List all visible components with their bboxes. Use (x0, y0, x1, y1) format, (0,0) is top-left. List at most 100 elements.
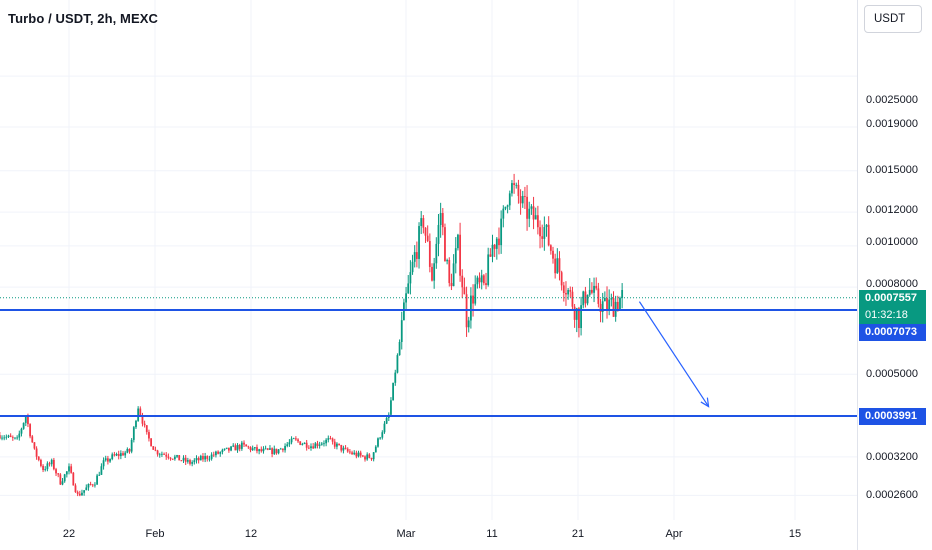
candle-body (234, 445, 237, 451)
candle-body (431, 266, 433, 281)
candle-body (11, 436, 14, 438)
candle-body (5, 436, 8, 438)
candle-body (219, 452, 222, 454)
candle-body (461, 275, 464, 288)
price-tick: 0.0012000 (866, 204, 918, 216)
candle-body (115, 453, 118, 456)
candle-body (240, 442, 243, 449)
candle-body (260, 449, 263, 452)
candle-body (426, 235, 429, 242)
candle-body (351, 452, 353, 455)
candle-body (478, 277, 481, 283)
candle-body (338, 443, 340, 445)
candle-body (264, 448, 267, 450)
candle-body (52, 459, 55, 470)
candle-body (197, 458, 200, 461)
candle-body (148, 432, 150, 439)
candle-body (489, 254, 492, 257)
candle-body (277, 449, 280, 454)
candle-body (145, 425, 148, 433)
candle-body (24, 416, 27, 423)
candle-body (141, 415, 144, 424)
currency-button[interactable]: USDT (864, 5, 922, 33)
candle-body (390, 400, 392, 415)
candle-body (74, 485, 77, 493)
candle-body (558, 258, 561, 273)
candle-body (327, 438, 330, 440)
candle-body (340, 444, 343, 451)
candle-body (485, 283, 487, 285)
candle-body (57, 473, 60, 475)
upper-level-price-label: 0.0007073 (859, 324, 926, 341)
price-tick: 0.0008000 (866, 278, 918, 290)
candle-body (305, 442, 308, 448)
candle-body (7, 435, 10, 437)
candle-body (504, 206, 507, 209)
candle-body (543, 226, 546, 239)
candle-body (266, 448, 269, 450)
candle-body (601, 301, 604, 312)
candle-body (467, 320, 470, 328)
candle-body (474, 284, 477, 304)
time-tick: 21 (571, 528, 585, 540)
candle-body (320, 443, 323, 445)
candle-body (247, 446, 250, 448)
candle-body (262, 448, 265, 452)
candle-body (117, 453, 120, 457)
candle-body (208, 458, 211, 460)
candle-body (333, 441, 336, 447)
candle-body (381, 432, 384, 438)
candle-body (215, 451, 217, 456)
candle-body (448, 260, 451, 284)
candle-body (16, 437, 19, 439)
last-price-label: 0.0007557 (859, 290, 926, 307)
candle-body (441, 213, 444, 228)
candle-body (243, 442, 245, 445)
candle-body (517, 184, 520, 197)
candle-body (552, 250, 554, 259)
candle-body (612, 298, 615, 317)
candle-body (223, 448, 226, 450)
candle-body (154, 449, 157, 451)
candle-body (165, 454, 168, 457)
candle-body (400, 320, 403, 343)
candle-body (562, 285, 565, 293)
candle-body (569, 290, 572, 292)
candle-body (316, 443, 319, 446)
candle-body (286, 444, 289, 446)
candle-body (498, 238, 500, 246)
candle-body (619, 297, 621, 310)
candle-body (238, 445, 241, 449)
candle-body (221, 449, 224, 453)
candle-body (195, 458, 198, 461)
candle-body (65, 471, 68, 475)
candle-body (169, 457, 172, 459)
candle-body (106, 458, 109, 462)
candle-body (590, 289, 593, 293)
candle-body (301, 443, 304, 445)
price-tick: 0.0005000 (866, 368, 918, 380)
candle-body (191, 462, 194, 464)
time-tick: Apr (665, 528, 683, 540)
candle-body (588, 289, 591, 295)
candle-body (372, 452, 375, 460)
candle-body (491, 244, 494, 257)
candle-body (31, 436, 34, 443)
candle-body (482, 275, 485, 284)
candle-body (232, 445, 235, 447)
candle-body (299, 441, 302, 445)
candle-body (586, 294, 589, 304)
candle-body (29, 424, 32, 437)
candle-body (152, 446, 155, 450)
candle-body (85, 487, 88, 491)
candle-body (370, 457, 373, 460)
candle-body (530, 206, 533, 209)
candle-body (271, 448, 274, 455)
candle-body (411, 261, 414, 273)
candle-body (616, 301, 619, 310)
candle-body (428, 241, 431, 267)
candle-body (366, 454, 369, 460)
candle-body (394, 372, 397, 383)
candle-body (398, 342, 401, 356)
